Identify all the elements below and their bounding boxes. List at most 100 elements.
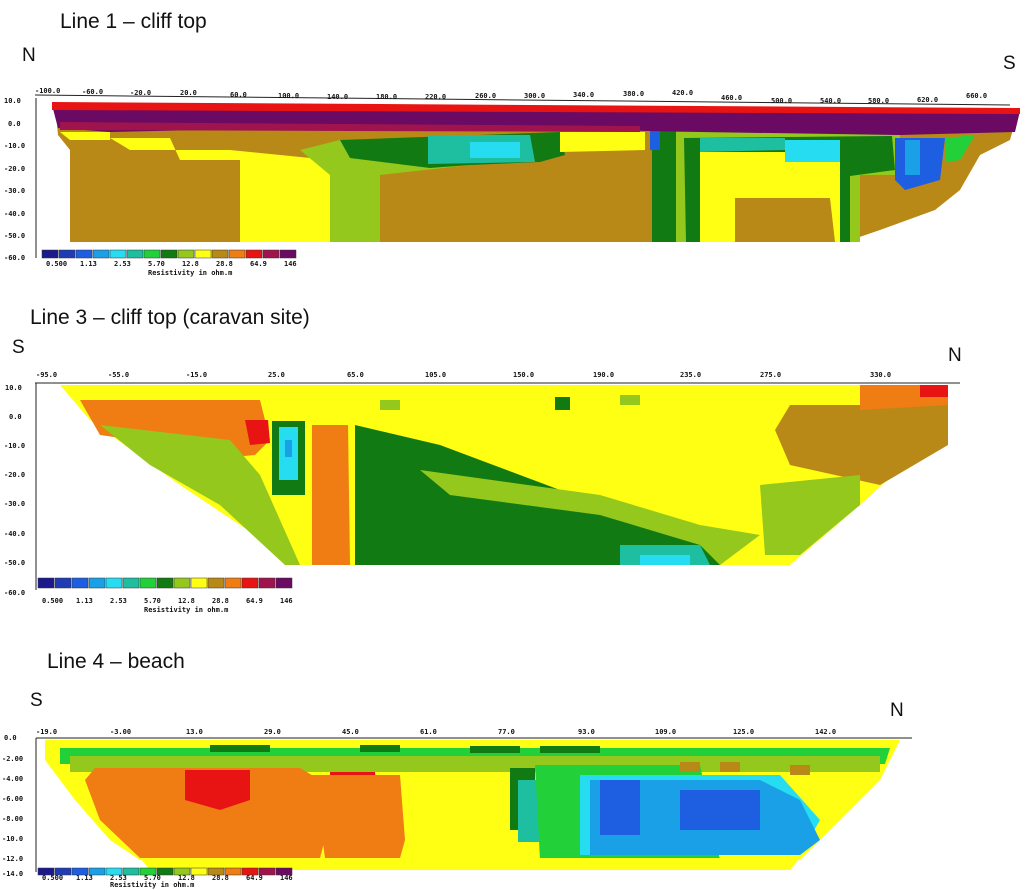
x-tick: 660.0 bbox=[966, 92, 987, 100]
legend-swatch bbox=[173, 577, 191, 589]
legend-swatch bbox=[241, 577, 259, 589]
legend-swatch bbox=[207, 867, 225, 876]
x-tick: -100.0 bbox=[35, 87, 60, 95]
panel3-left-direction: S bbox=[30, 690, 43, 711]
y-tick: 0.0 bbox=[9, 413, 22, 421]
x-tick: 77.0 bbox=[498, 728, 515, 736]
panel1-yellow-left bbox=[110, 138, 330, 242]
panel1-surface-red bbox=[52, 102, 1020, 114]
legend-swatch bbox=[211, 249, 229, 259]
x-tick: 93.0 bbox=[578, 728, 595, 736]
x-tick: 220.0 bbox=[425, 93, 446, 101]
legend-swatch bbox=[71, 577, 89, 589]
x-tick: 61.0 bbox=[420, 728, 437, 736]
x-tick: 380.0 bbox=[623, 90, 644, 98]
x-tick: 300.0 bbox=[524, 92, 545, 100]
panel3-heading: Line 4 – beach bbox=[47, 650, 185, 673]
panel1-surface-maroon bbox=[60, 122, 640, 132]
legend-swatch bbox=[92, 249, 110, 259]
legend-label: 2.53 bbox=[110, 597, 127, 605]
y-tick: -12.0 bbox=[2, 855, 23, 863]
legend-swatch bbox=[160, 249, 178, 259]
y-tick: -30.0 bbox=[4, 500, 25, 508]
x-tick: 275.0 bbox=[760, 371, 781, 379]
x-tick: 20.0 bbox=[180, 89, 197, 97]
x-tick: -95.0 bbox=[36, 371, 57, 379]
y-tick: -50.0 bbox=[4, 232, 25, 240]
legend-label: 146 bbox=[280, 874, 293, 882]
x-tick: 190.0 bbox=[593, 371, 614, 379]
panel2-x-ticks: -95.0 -55.0 -15.0 25.0 65.0 105.0 150.0 … bbox=[36, 371, 891, 379]
panel1-section: -100.0 -60.0 -20.0 20.0 60.0 100.0 140.0… bbox=[0, 80, 1030, 280]
legend-swatch bbox=[224, 867, 242, 876]
panel2-green-spot bbox=[555, 397, 570, 410]
legend-swatch bbox=[275, 577, 293, 589]
legend-swatch bbox=[228, 249, 246, 259]
legend-label: 64.9 bbox=[246, 597, 263, 605]
legend-swatch bbox=[258, 577, 276, 589]
y-tick: 0.0 bbox=[8, 120, 21, 128]
x-tick: -15.0 bbox=[186, 371, 207, 379]
panel3-orange-right-spots bbox=[680, 762, 810, 775]
panel3-orange-left bbox=[85, 768, 330, 858]
y-tick: -6.00 bbox=[2, 795, 23, 803]
y-tick: -20.0 bbox=[4, 471, 25, 479]
panel1-x-ticks: -100.0 -60.0 -20.0 20.0 60.0 100.0 140.0… bbox=[35, 87, 987, 105]
legend-label: 12.8 bbox=[182, 260, 199, 268]
legend-swatch bbox=[58, 249, 76, 259]
x-tick: 500.0 bbox=[771, 97, 792, 105]
panel1-cyan-core bbox=[470, 142, 520, 158]
x-tick: 65.0 bbox=[347, 371, 364, 379]
y-tick: -40.0 bbox=[4, 530, 25, 538]
panel1-yellow-mid bbox=[560, 132, 645, 152]
legend-swatch bbox=[122, 577, 140, 589]
y-tick: -8.00 bbox=[2, 815, 23, 823]
panel2-green-left bbox=[100, 425, 300, 565]
legend-swatch bbox=[37, 577, 55, 589]
y-tick: -4.00 bbox=[2, 775, 23, 783]
legend-label: 146 bbox=[280, 597, 293, 605]
panel2-red-left bbox=[245, 420, 270, 445]
x-tick: 100.0 bbox=[278, 92, 299, 100]
legend-swatch bbox=[109, 249, 127, 259]
panel1-resistivity-section: -100.0 -60.0 -20.0 20.0 60.0 100.0 140.0… bbox=[4, 87, 1020, 277]
x-tick: -3.00 bbox=[110, 728, 131, 736]
legend-swatch bbox=[139, 867, 157, 876]
legend-swatch bbox=[275, 867, 293, 876]
legend-swatch bbox=[177, 249, 195, 259]
panel3-legend bbox=[37, 867, 293, 876]
panel2-orange-pillar bbox=[312, 425, 350, 565]
legend-title: Resistivity in ohm.m bbox=[110, 881, 194, 889]
panel2-blue-pillar bbox=[285, 440, 292, 457]
panel3-teal-pillar bbox=[518, 780, 540, 842]
legend-label: 0.500 bbox=[46, 260, 67, 268]
y-tick: -14.0 bbox=[2, 870, 23, 878]
panel1-cyan-right bbox=[785, 140, 840, 162]
x-tick: -19.0 bbox=[36, 728, 57, 736]
legend-swatch bbox=[190, 867, 208, 876]
panel2-cyan-bottom bbox=[640, 555, 690, 565]
legend-swatch bbox=[54, 577, 72, 589]
y-tick: -40.0 bbox=[4, 210, 25, 218]
legend-swatch bbox=[224, 577, 242, 589]
legend-swatch bbox=[173, 867, 191, 876]
legend-label: 5.70 bbox=[144, 597, 161, 605]
panel1-y-ticks: 10.0 0.0 -10.0 -20.0 -30.0 -40.0 -50.0 -… bbox=[4, 97, 25, 262]
panel2-red-right bbox=[920, 385, 948, 397]
panel3-blue-right-2 bbox=[680, 790, 760, 830]
panel2-section-body bbox=[60, 385, 948, 565]
panel2-section: -95.0 -55.0 -15.0 25.0 65.0 105.0 150.0 … bbox=[0, 365, 1030, 615]
x-tick: 180.0 bbox=[376, 93, 397, 101]
x-tick: 340.0 bbox=[573, 91, 594, 99]
panel3-darkgreen-speckle bbox=[210, 745, 600, 753]
legend-swatch bbox=[207, 577, 225, 589]
panel2-resistivity-section: -95.0 -55.0 -15.0 25.0 65.0 105.0 150.0 … bbox=[4, 371, 960, 614]
panel3-section: -19.0 -3.00 13.0 29.0 45.0 61.0 77.0 93.… bbox=[0, 720, 1030, 889]
panel3-x-ticks: -19.0 -3.00 13.0 29.0 45.0 61.0 77.0 93.… bbox=[36, 728, 836, 736]
legend-swatch bbox=[71, 867, 89, 876]
y-tick: 10.0 bbox=[5, 384, 22, 392]
y-tick: -50.0 bbox=[4, 559, 25, 567]
legend-swatch bbox=[126, 249, 144, 259]
legend-label: 28.8 bbox=[212, 874, 229, 882]
legend-label: 5.70 bbox=[148, 260, 165, 268]
